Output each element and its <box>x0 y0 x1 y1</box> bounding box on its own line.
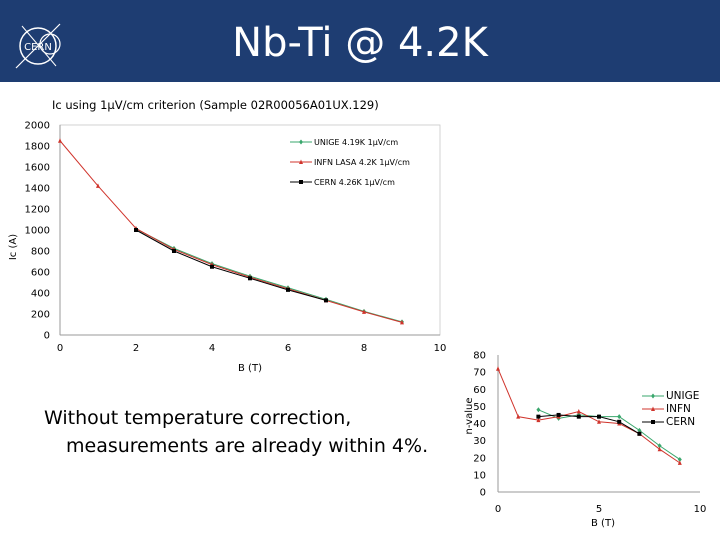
data-point <box>657 443 662 449</box>
x-tick-label: 5 <box>596 504 602 515</box>
data-point <box>248 276 252 281</box>
data-point <box>536 407 541 413</box>
data-point <box>400 319 404 325</box>
x-tick-label: 4 <box>209 343 215 354</box>
data-point <box>576 409 581 414</box>
y-tick-label: 60 <box>473 385 486 396</box>
y-tick-label: 1000 <box>25 226 50 237</box>
y-tick-label: 50 <box>473 402 486 413</box>
series-line <box>538 409 681 460</box>
legend-label: CERN <box>666 416 695 428</box>
data-point <box>637 427 642 433</box>
data-point <box>597 414 601 419</box>
data-point <box>362 309 366 314</box>
y-tick-label: 20 <box>473 453 486 464</box>
legend-marker <box>651 393 655 399</box>
y-tick-label: 1400 <box>25 184 50 195</box>
y-tick-label: 0 <box>44 331 50 342</box>
data-point <box>496 366 500 371</box>
y-tick-label: 70 <box>473 368 486 379</box>
data-point <box>96 183 100 188</box>
y-tick-label: 0 <box>480 488 486 499</box>
series-line <box>135 229 327 301</box>
data-point <box>536 414 541 419</box>
y-tick-label: 1600 <box>25 163 50 174</box>
x-axis-label-2: B (T) <box>591 518 615 529</box>
cern-logo-text: CERN <box>24 42 52 53</box>
legend-label: INFN LASA 4.2K 1µV/cm <box>314 158 410 167</box>
slide-title: Nb-Ti @ 4.2K <box>232 20 488 66</box>
y-tick-label: 40 <box>473 419 486 430</box>
series-line <box>59 140 403 323</box>
data-point <box>172 249 176 253</box>
x-tick-label: 6 <box>285 343 291 354</box>
series-line <box>135 228 403 323</box>
note-line-1: Without temperature correction, <box>44 407 352 429</box>
x-tick-label: 0 <box>495 504 501 515</box>
legend-marker <box>651 406 655 411</box>
data-point <box>58 138 62 143</box>
y-axis-label: Ic (A) <box>8 234 19 260</box>
y-tick-label: 2000 <box>25 121 50 132</box>
data-point <box>536 417 541 423</box>
data-point <box>516 414 521 419</box>
data-point <box>677 456 682 462</box>
y-tick-label: 200 <box>31 310 50 321</box>
x-tick-label: 8 <box>361 343 367 354</box>
data-point <box>134 228 138 232</box>
data-point <box>677 460 682 465</box>
y-tick-label: 600 <box>31 268 50 279</box>
data-point <box>617 414 622 420</box>
legend-label: CERN 4.26K 1µV/cm <box>314 178 395 187</box>
legend-label: INFN <box>666 403 691 415</box>
data-point <box>597 419 601 424</box>
data-point <box>637 431 642 436</box>
data-point <box>657 446 662 452</box>
x-tick-label: 0 <box>57 343 63 354</box>
y-tick-label: 800 <box>31 247 50 258</box>
legend-marker <box>299 180 303 184</box>
y-tick-label: 400 <box>31 289 50 300</box>
legend-label: UNIGE <box>666 390 699 402</box>
data-point <box>286 287 290 292</box>
legend-marker <box>651 420 655 424</box>
data-point <box>210 264 214 269</box>
x-tick-label: 2 <box>133 343 139 354</box>
note-line-2: measurements are already within 4%. <box>66 435 429 457</box>
y-tick-label: 30 <box>473 436 486 447</box>
data-point <box>324 298 328 303</box>
x-tick-label: 10 <box>434 343 447 354</box>
data-point <box>617 419 622 424</box>
chart-title: Ic using 1µV/cm criterion (Sample 02R000… <box>52 98 379 112</box>
y-axis-label-2: n-value <box>464 398 475 435</box>
title-bar: CERN Nb-Ti @ 4.2K <box>0 0 720 82</box>
legend-marker <box>299 159 303 164</box>
y-tick-label: 80 <box>473 351 486 362</box>
note-text: Without temperature correction, measurem… <box>44 404 444 460</box>
cern-logo: CERN <box>15 23 61 69</box>
y-tick-label: 1200 <box>25 205 50 216</box>
y-tick-label: 10 <box>473 470 486 481</box>
series-line <box>538 414 640 435</box>
x-axis-label: B (T) <box>238 363 262 374</box>
x-tick-label: 10 <box>694 504 707 515</box>
legend-marker <box>299 139 303 145</box>
y-tick-label: 1800 <box>25 142 50 153</box>
data-point <box>576 414 581 419</box>
legend-label: UNIGE 4.19K 1µV/cm <box>314 138 398 147</box>
data-point <box>556 412 561 417</box>
